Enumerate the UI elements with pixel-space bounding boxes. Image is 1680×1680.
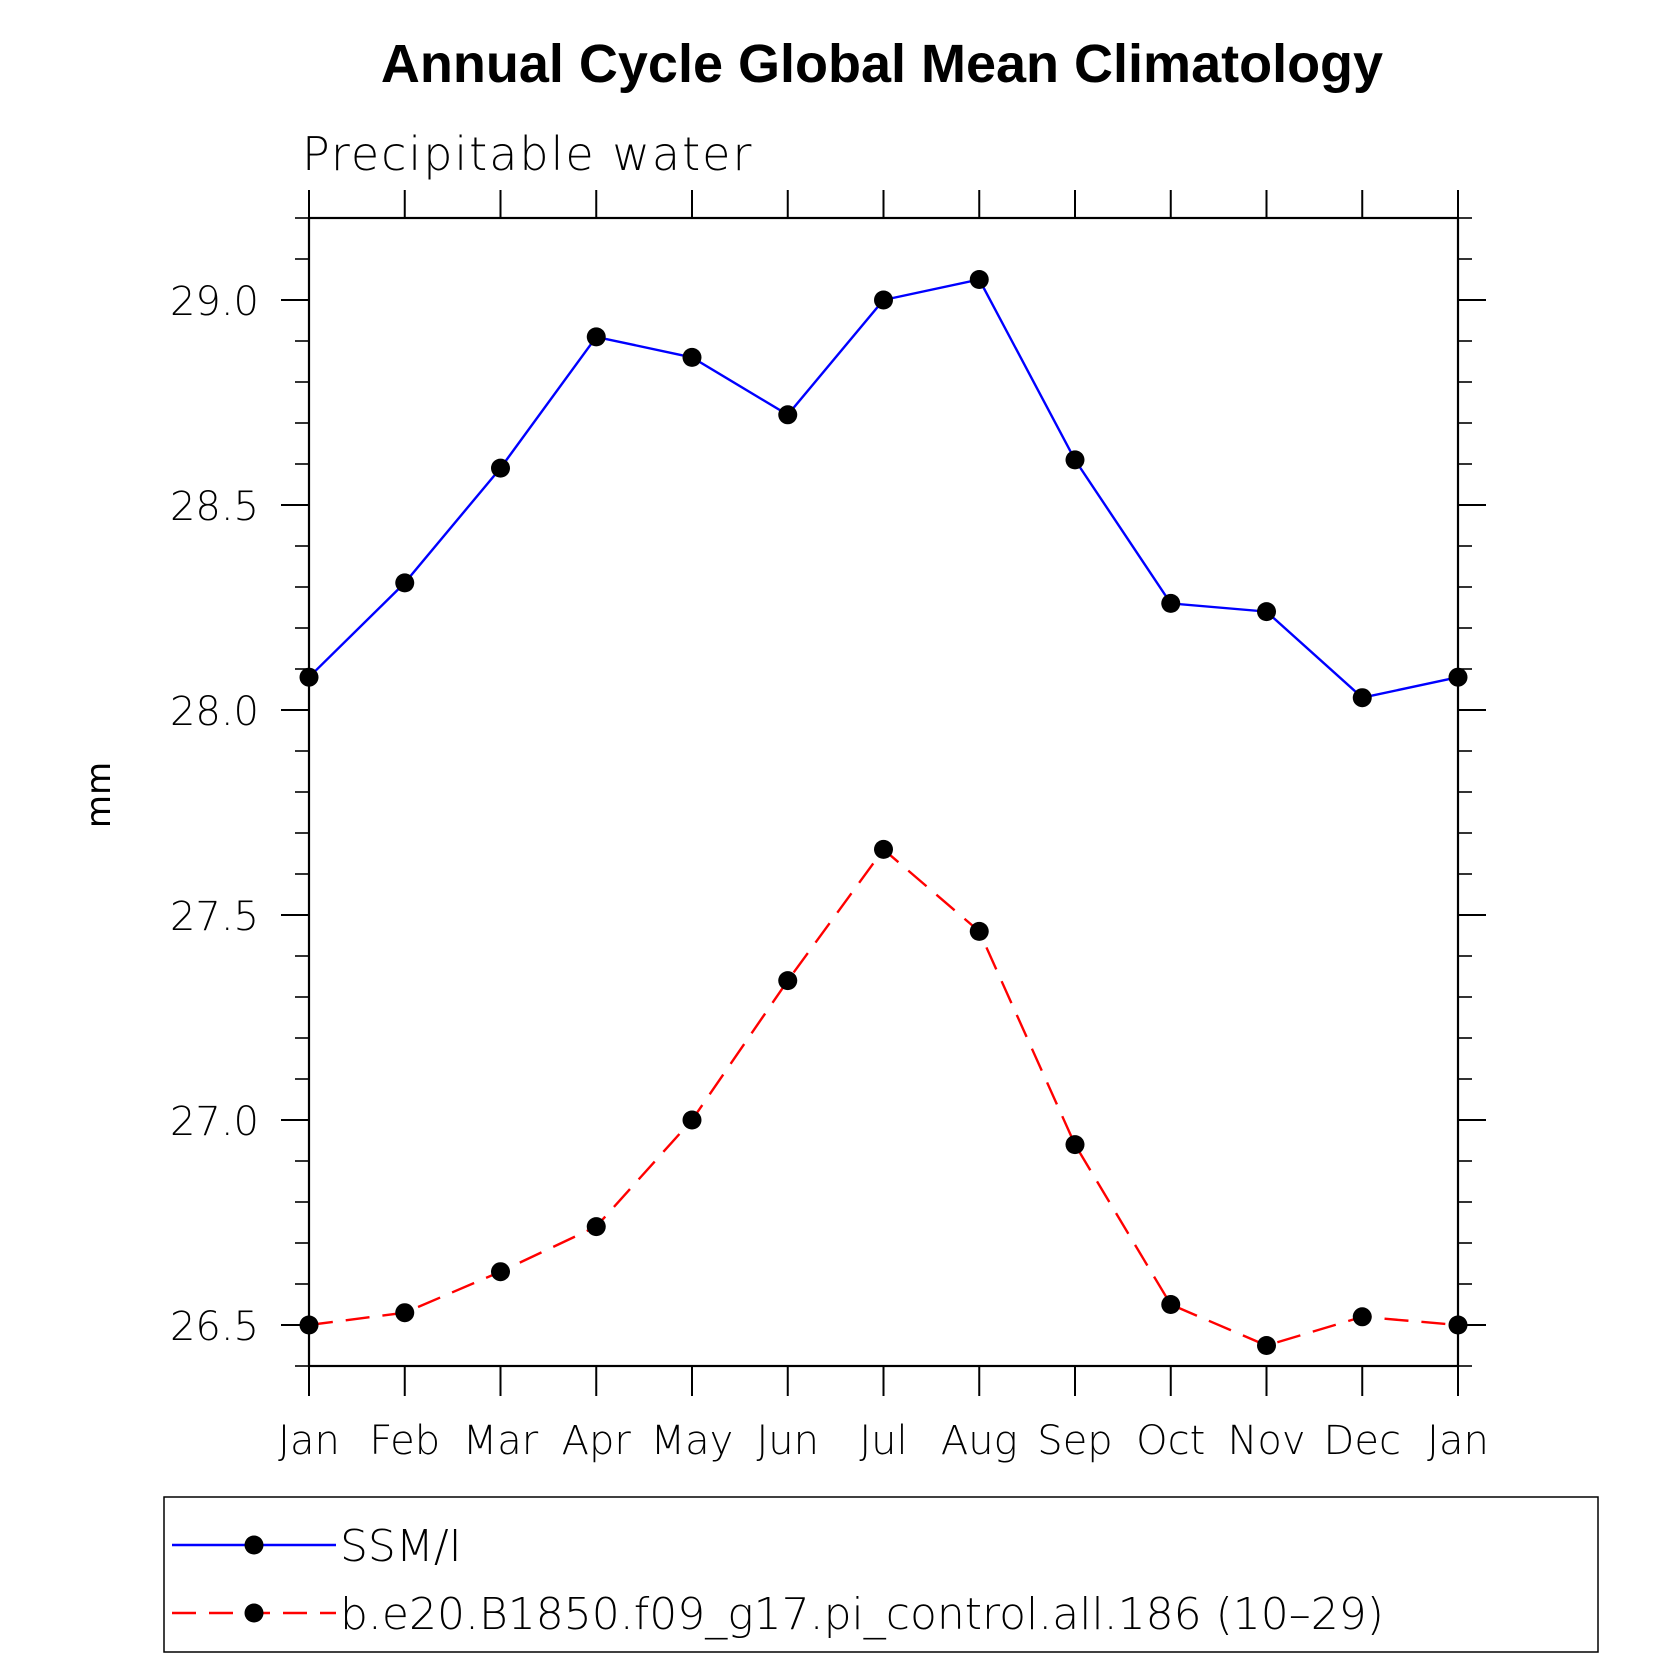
y-tick-label: 28.5: [170, 484, 259, 530]
y-tick-label: 26.5: [170, 1304, 259, 1350]
x-tick-label: Dec: [1324, 1418, 1401, 1464]
data-point: [1257, 1336, 1276, 1355]
series-line: [308, 278, 1459, 700]
data-point: [969, 921, 989, 941]
legend-label: b.e20.B1850.f09_g17.pi_control.all.186 (…: [340, 1589, 1384, 1640]
data-point: [1352, 688, 1372, 708]
data-point: [874, 839, 893, 859]
data-point: [778, 405, 798, 425]
x-tick-label: Nov: [1227, 1418, 1305, 1464]
data-point: [1352, 1307, 1372, 1327]
x-tick-label: Jul: [859, 1418, 907, 1464]
data-point: [491, 458, 510, 478]
x-tick-label: Feb: [369, 1418, 440, 1464]
legend-box: [163, 1496, 1599, 1653]
y-tick-label: 28.0: [170, 689, 259, 735]
data-point: [682, 347, 702, 367]
data-point: [1448, 667, 1468, 687]
legend-entry: b.e20.B1850.f09_g17.pi_control.all.186 (…: [172, 1589, 1384, 1640]
data-point: [1448, 1315, 1468, 1335]
data-point: [395, 1303, 415, 1323]
x-tick-label: May: [651, 1418, 734, 1464]
legend-marker: [244, 1535, 264, 1555]
data-point: [969, 270, 989, 289]
data-point: [682, 1110, 702, 1130]
data-point: [1161, 593, 1181, 613]
data-point: [299, 667, 319, 687]
data-point: [395, 573, 415, 593]
x-tick-label: Jan: [278, 1418, 340, 1464]
series-line: [308, 847, 1459, 1347]
legend: SSM/I b.e20.B1850.f09_g17.pi_control.all.…: [163, 1496, 1599, 1653]
chart-title: Annual Cycle Global Mean Climatology: [381, 34, 1383, 94]
data-point: [874, 290, 893, 310]
x-tick-label: Mar: [463, 1418, 539, 1464]
axis-ticks: Jan Feb Mar Apr May Jun Jul Aug Sep Oct Nov Dec Jan 2…: [170, 190, 1489, 1464]
x-tick-label: Jun: [757, 1418, 820, 1464]
plot-axes: [307, 216, 1460, 1368]
legend-entry: SSM/I: [172, 1521, 462, 1572]
y-tick-label: 27.0: [170, 1099, 259, 1145]
x-tick-label: Aug: [941, 1418, 1018, 1464]
data-point: [1065, 450, 1085, 470]
plot-frame: [307, 216, 1460, 1368]
data-point: [586, 1217, 606, 1237]
y-axis-label: mm: [79, 762, 119, 828]
x-tick-label: Apr: [562, 1418, 632, 1464]
series-2: [299, 839, 1468, 1355]
legend-label: SSM/I: [340, 1521, 462, 1572]
data-point: [586, 327, 606, 347]
legend-marker: [244, 1603, 264, 1623]
x-tick-label: Jan: [1427, 1418, 1489, 1464]
data-point: [1065, 1135, 1085, 1155]
data-point: [778, 971, 798, 991]
x-tick-label: Sep: [1037, 1418, 1112, 1464]
data-point: [1161, 1295, 1181, 1314]
data-point: [299, 1315, 319, 1335]
y-tick-label: 29.0: [170, 279, 259, 325]
chart-subtitle: Precipitable water: [302, 127, 753, 181]
data-point: [491, 1262, 510, 1282]
series-1: [299, 270, 1468, 708]
x-tick-label: Oct: [1136, 1418, 1205, 1464]
data-point: [1257, 602, 1276, 622]
y-tick-label: 27.5: [170, 894, 259, 940]
series-layer: [299, 270, 1468, 1355]
